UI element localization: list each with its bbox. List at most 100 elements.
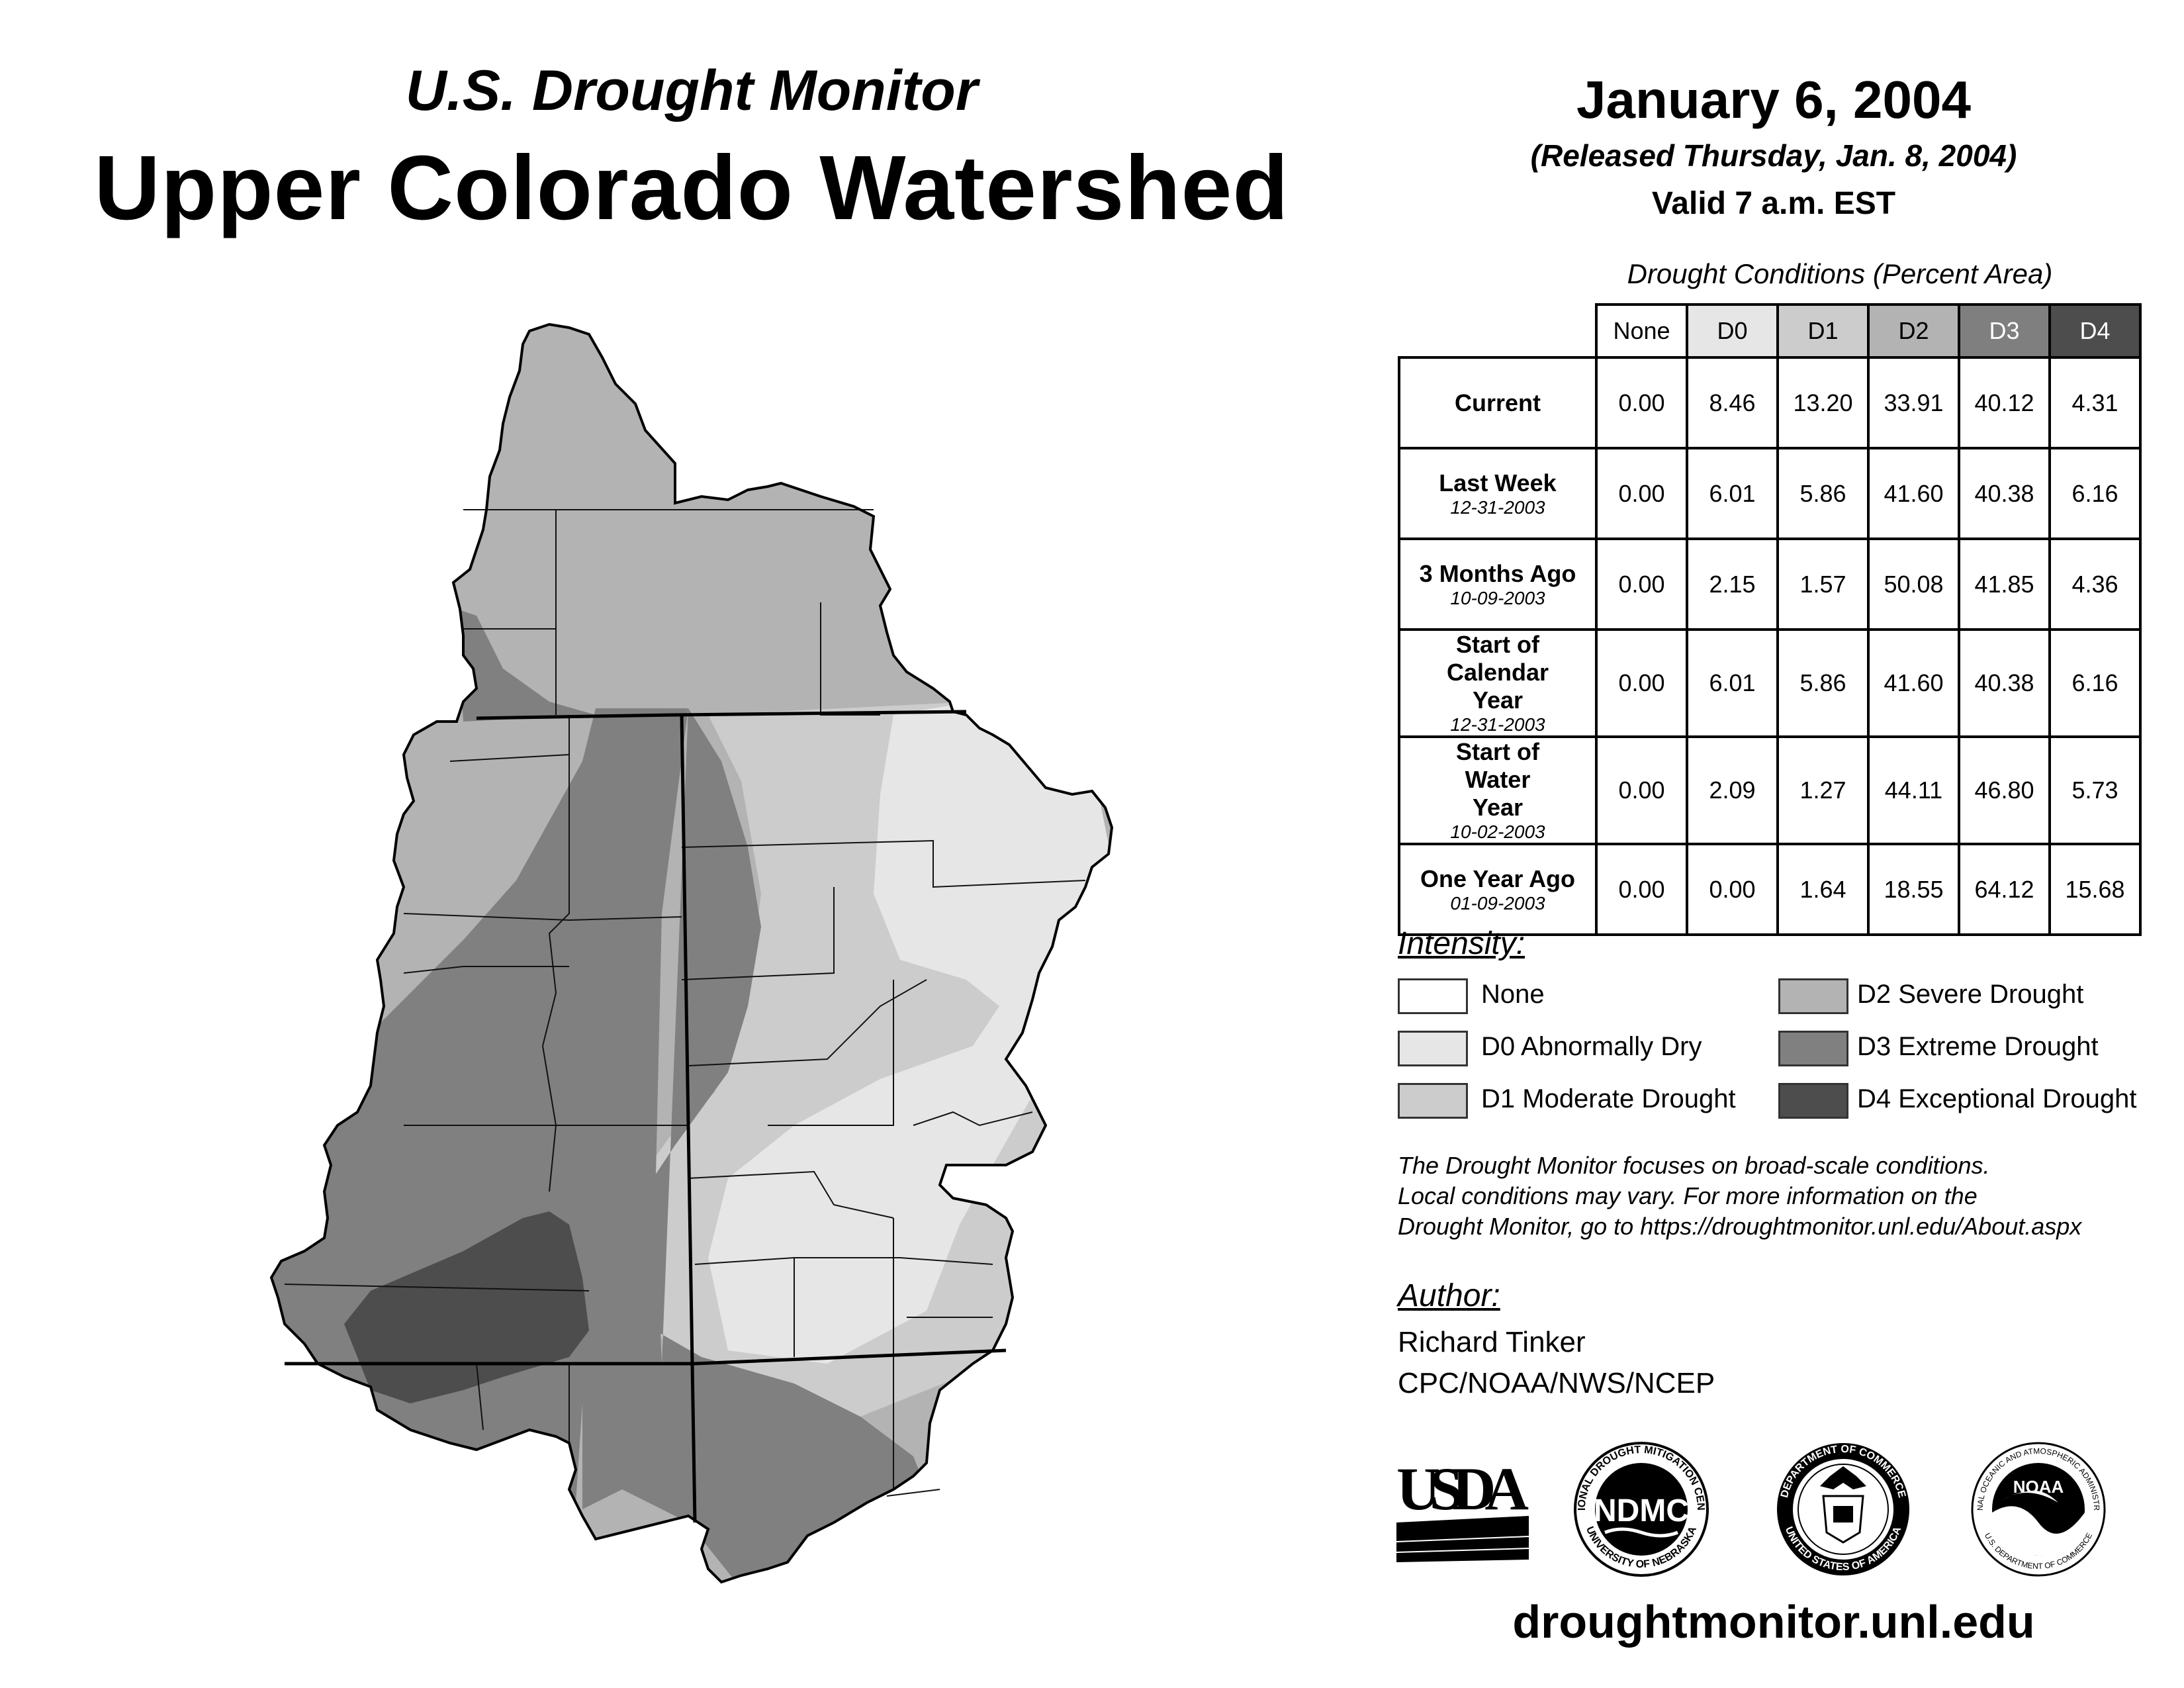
row-label-text: Last Week [1439, 469, 1557, 496]
legend-swatch-d1 [1398, 1083, 1468, 1119]
county-line [688, 979, 927, 1066]
county-line [768, 980, 894, 1126]
table-cell: 0.00 [1595, 447, 1688, 540]
author-name: Richard Tinker [1398, 1326, 1586, 1358]
table-cell: 33.91 [1867, 356, 1960, 449]
table-cell: 64.12 [1958, 843, 2051, 936]
row-label: Last Week 12-31-2003 [1398, 447, 1598, 540]
author-org: CPC/NOAA/NWS/NCEP [1398, 1367, 1715, 1399]
usda-logo: USDA [1396, 1455, 1529, 1562]
state-line [285, 1348, 1007, 1366]
subtitle: U.S. Drought Monitor [405, 59, 978, 122]
table-cell: 4.36 [2048, 538, 2142, 631]
table-cell: 46.80 [1958, 735, 2051, 845]
area-d3-east [582, 708, 927, 1582]
table-cell: 0.00 [1595, 356, 1688, 449]
county-line [403, 913, 682, 921]
table-cell: 41.85 [1958, 538, 2051, 631]
table-cell: 6.16 [2048, 628, 2142, 738]
legend-label: D1 Moderate Drought [1481, 1084, 1736, 1113]
row-date: 12-31-2003 [1450, 714, 1545, 735]
footer-url[interactable]: droughtmonitor.unl.edu [1512, 1596, 2035, 1648]
row-date: 12-31-2003 [1450, 496, 1545, 518]
row-label-text: Current [1454, 389, 1541, 416]
area-d3-north [457, 609, 596, 722]
county-line [681, 839, 1086, 888]
legend-label: None [1481, 980, 1545, 1009]
map-date: January 6, 2004 [1576, 70, 1971, 129]
header-blank [1399, 305, 1596, 357]
row-label: One Year Ago 01-09-2003 [1398, 843, 1598, 936]
table-cell: 4.31 [2048, 356, 2142, 449]
table-cell: 1.57 [1776, 538, 1870, 631]
col-header-none: None [1595, 303, 1688, 359]
col-header-d0: D0 [1686, 303, 1779, 359]
row-label: 3 Months Ago 10-09-2003 [1398, 538, 1598, 631]
table-cell: 0.00 [1686, 843, 1779, 936]
table-cell: 5.86 [1776, 628, 1870, 738]
area-d0 [708, 702, 1112, 1364]
valid-time: Valid 7 a.m. EST [1651, 186, 1896, 221]
state-line [476, 710, 967, 720]
row-date: 01-09-2003 [1450, 892, 1545, 914]
table-cell: 0.00 [1595, 735, 1688, 845]
row-label-text: One Year Ago [1420, 865, 1576, 892]
noaa-logo: NOAA NATIONAL OCEANIC AND ATMOSPHERIC AD… [1971, 1442, 2106, 1577]
table-cell: 6.16 [2048, 447, 2142, 540]
basin-outline [269, 322, 1114, 1584]
watershed-map [269, 322, 1114, 1584]
county-lines [284, 509, 1086, 1497]
table-cell: 1.27 [1776, 735, 1870, 845]
county-line [449, 754, 570, 762]
table-cell: 5.73 [2048, 735, 2142, 845]
table-cell: 41.60 [1867, 628, 1960, 738]
noaa-logo-text: NOAA [2013, 1477, 2064, 1497]
note-line: Drought Monitor, go to https://droughtmo… [1398, 1213, 2082, 1240]
legend-swatch-d0 [1398, 1031, 1468, 1066]
row-label: Current [1398, 356, 1598, 449]
legend-swatch-d2 [1778, 978, 1848, 1014]
ndmc-logo-text: NDMC [1594, 1493, 1689, 1528]
note-line: Local conditions may vary. For more info… [1398, 1182, 1978, 1209]
table-header-row: None D0 D1 D2 D3 D4 [1399, 303, 2142, 359]
table-cell: 15.68 [2048, 843, 2142, 936]
table-cell: 1.64 [1776, 843, 1870, 936]
table-cell: 6.01 [1686, 447, 1779, 540]
agency-logos: USDA NDMC NATIONAL DROUGHT MITIGATION CE… [1396, 1442, 2106, 1577]
col-header-d3: D3 [1958, 303, 2051, 359]
legend-label: D4 Exceptional Drought [1857, 1084, 2137, 1113]
row-label: Start of Calendar Year 12-31-2003 [1398, 628, 1598, 738]
state-line [680, 714, 697, 1523]
legend-swatch-d3 [1778, 1031, 1848, 1066]
table-cell: 0.00 [1595, 538, 1688, 631]
county-line [688, 1170, 894, 1219]
table-cell: 50.08 [1867, 538, 1960, 631]
row-label-text: 3 Months Ago [1419, 559, 1576, 587]
table-cell: 2.09 [1686, 735, 1779, 845]
table-cell: 2.15 [1686, 538, 1779, 631]
legend-title: Intensity: [1398, 926, 1525, 961]
table-caption: Drought Conditions (Percent Area) [1627, 258, 2053, 289]
legend-swatch-d4 [1778, 1083, 1848, 1119]
drought-conditions-table: None D0 D1 D2 D3 D4 Current 0.00 8.46 13… [1398, 303, 2142, 936]
table-row: Start of Calendar Year 12-31-2003 0.00 6.… [1398, 628, 2142, 738]
legend-label: D2 Severe Drought [1857, 980, 2084, 1009]
author-title: Author: [1398, 1278, 1500, 1313]
table-cell: 40.38 [1958, 447, 2051, 540]
table-row: 3 Months Ago 10-09-2003 0.00 2.15 1.57 50… [1398, 538, 2142, 631]
release-date: (Released Thursday, Jan. 8, 2004) [1530, 138, 2017, 173]
table-cell: 5.86 [1776, 447, 1870, 540]
legend-label: D0 Abnormally Dry [1481, 1032, 1702, 1061]
usda-logo-text: USDA [1396, 1455, 1529, 1523]
county-line [681, 887, 835, 980]
state-lines [285, 710, 1007, 1523]
county-line [284, 1284, 590, 1291]
table-row: One Year Ago 01-09-2003 0.00 0.00 1.64 18… [1398, 843, 2142, 936]
county-line [694, 1257, 993, 1265]
row-date: 10-02-2003 [1450, 821, 1545, 842]
commerce-seal: DEPARTMENT OF COMMERCE UNITED STATES OF … [1777, 1443, 1909, 1575]
col-header-d1: D1 [1776, 303, 1870, 359]
table-cell: 13.20 [1776, 356, 1870, 449]
ndmc-logo: NDMC NATIONAL DROUGHT MITIGATION CENTER … [1574, 1442, 1709, 1577]
table-cell: 40.38 [1958, 628, 2051, 738]
